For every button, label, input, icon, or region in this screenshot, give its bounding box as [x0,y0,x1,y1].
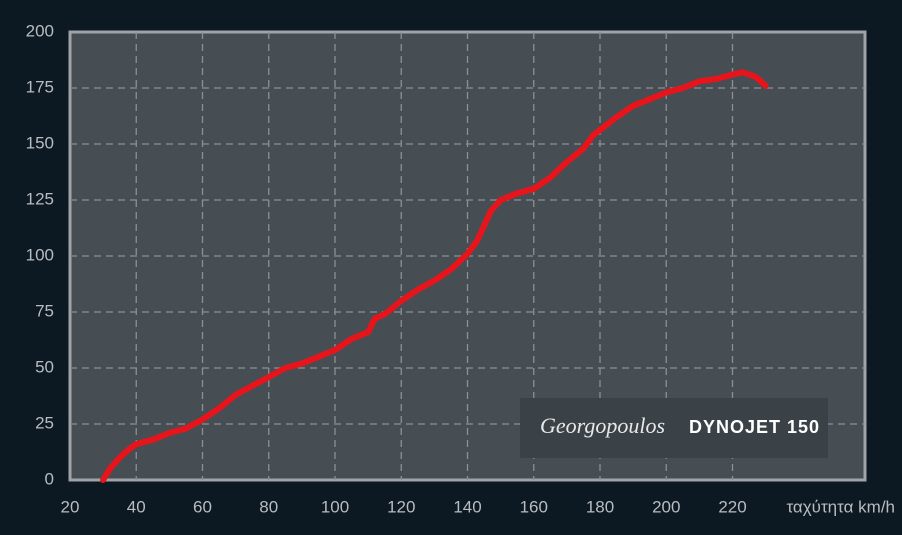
x-tick-label: 60 [193,497,212,516]
y-tick-label: 75 [35,301,54,320]
y-tick-label: 0 [45,469,54,488]
x-tick-label: 220 [718,497,746,516]
badge-text: DYNOJET 150 [689,417,820,437]
x-axis-title: ταχύτητα km/h [786,497,895,516]
x-tick-label: 120 [387,497,415,516]
y-tick-label: 100 [26,245,54,264]
y-tick-label: 175 [26,77,54,96]
logo-box [520,398,828,458]
x-tick-label: 160 [520,497,548,516]
y-tick-label: 200 [26,21,54,40]
x-tick-label: 40 [127,497,146,516]
y-tick-label: 150 [26,133,54,152]
y-tick-label: 125 [26,189,54,208]
x-tick-label: 200 [652,497,680,516]
x-tick-label: 20 [61,497,80,516]
y-tick-label: 25 [35,413,54,432]
x-tick-label: 140 [453,497,481,516]
x-tick-label: 80 [259,497,278,516]
x-tick-label: 180 [586,497,614,516]
logo-text: Georgopoulos [540,413,665,438]
x-tick-label: 100 [321,497,349,516]
y-tick-label: 50 [35,357,54,376]
grid [70,32,865,480]
power-curve [100,69,769,483]
marks [100,69,769,483]
